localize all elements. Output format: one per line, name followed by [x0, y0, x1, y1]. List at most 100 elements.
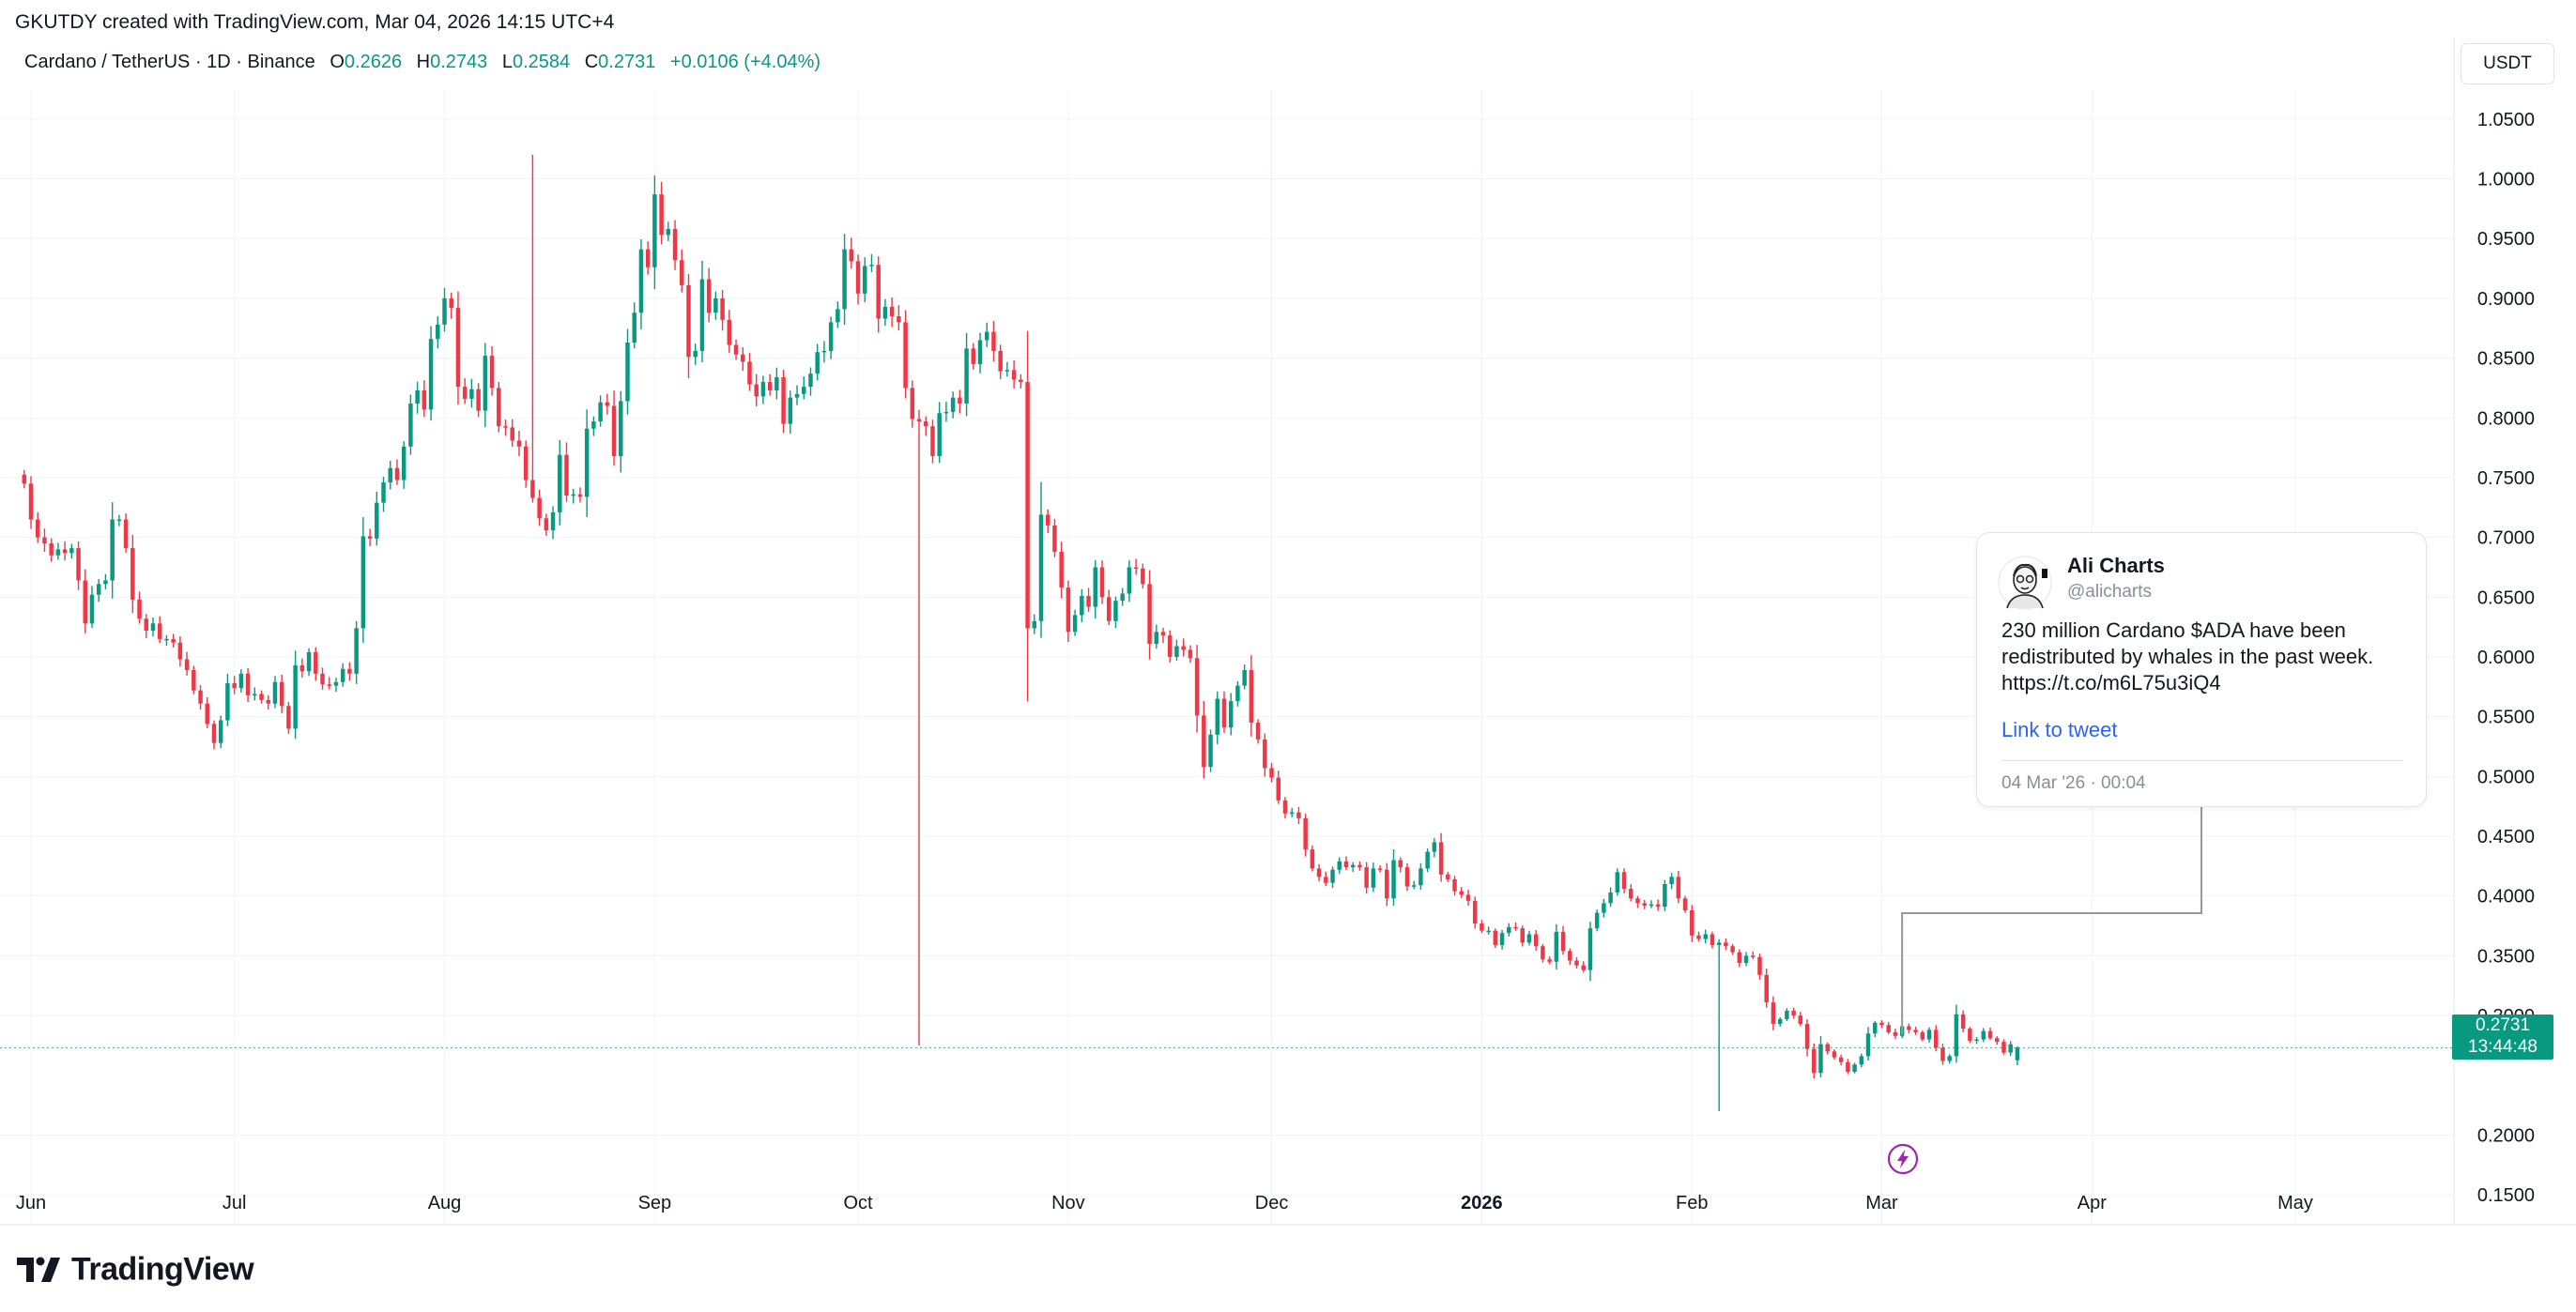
candle-body — [1716, 942, 1722, 945]
candle-body — [455, 308, 461, 388]
tweet-url[interactable]: https://t.co/m6L75u3iQ4 — [2001, 671, 2221, 694]
candle-body — [489, 356, 495, 389]
candle-body — [1648, 904, 1654, 907]
candle-body — [950, 397, 956, 412]
candle-body — [1710, 934, 1715, 945]
symbol-legend[interactable]: Cardano / TetherUS · 1D · Binance O0.262… — [24, 52, 820, 73]
candle-body — [347, 668, 352, 674]
candle-body — [232, 683, 237, 689]
candle-body — [1859, 1056, 1864, 1065]
candle-body — [910, 388, 915, 420]
candle-body — [184, 659, 190, 671]
candle-body — [1011, 370, 1017, 380]
candle-body — [1547, 959, 1552, 962]
candle-body — [354, 628, 359, 674]
candle-body — [1615, 872, 1620, 892]
candle-body — [1974, 1039, 1979, 1042]
candle-body — [436, 324, 440, 340]
candle-body — [171, 638, 176, 643]
candle-body — [1879, 1022, 1884, 1026]
candle-body — [760, 382, 766, 397]
price-tick-label: 1.0500 — [2477, 110, 2535, 130]
candle-body — [22, 474, 27, 484]
candle-body — [1303, 817, 1308, 850]
price-tick-label: 0.8000 — [2477, 408, 2535, 429]
tweet-card[interactable]: Ali Charts @alicharts 230 million Cardan… — [1976, 532, 2427, 807]
candle-body — [1235, 685, 1240, 702]
candle-body — [836, 309, 840, 323]
candle-body — [394, 467, 400, 481]
time-tick-label: Dec — [1255, 1193, 1289, 1213]
candle-body — [1642, 903, 1647, 906]
candle-body — [632, 313, 636, 343]
candle-body — [1113, 601, 1118, 621]
close-label: C — [584, 52, 599, 72]
candle-body — [1316, 868, 1322, 877]
candle-body — [253, 694, 257, 695]
candle-body — [157, 623, 162, 639]
candle-body — [1493, 930, 1498, 945]
candle-body — [218, 720, 223, 743]
tweet-author-handle[interactable]: @alicharts — [2067, 582, 2153, 602]
candle-body — [1188, 649, 1193, 659]
candle-body — [1249, 670, 1254, 724]
candle-body — [293, 664, 298, 729]
candle-body — [924, 421, 928, 427]
candle-body — [1520, 928, 1525, 943]
candle-body — [1846, 1061, 1850, 1072]
tradingview-logo[interactable]: TradingView — [17, 1250, 254, 1289]
price-tick-label: 0.1500 — [2477, 1185, 2535, 1206]
tweet-author-name[interactable]: Ali Charts — [2067, 554, 2165, 577]
candle-body — [537, 497, 542, 519]
candle-body — [442, 297, 447, 325]
candle-body — [2008, 1044, 2013, 1053]
symbol-title[interactable]: Cardano / TetherUS · 1D · Binance — [24, 52, 315, 72]
candle-body — [808, 374, 813, 388]
candle-body — [741, 354, 745, 362]
candle-body — [1757, 956, 1762, 975]
candle-body — [333, 681, 339, 686]
candle-body — [652, 194, 657, 267]
candle-body — [245, 673, 251, 695]
candle-body — [1418, 868, 1423, 886]
candle-body — [1045, 514, 1050, 526]
candle-body — [476, 389, 481, 411]
candle-body — [1968, 1029, 1972, 1041]
candle-body — [889, 306, 895, 316]
candle-body — [1296, 812, 1301, 818]
tweet-text-line: redistributed by whales in the past week… — [2001, 645, 2374, 668]
candle-body — [510, 427, 514, 441]
candle-body — [605, 402, 610, 406]
candle-body — [144, 618, 149, 631]
candle-body — [1167, 635, 1173, 657]
candle-body — [89, 594, 95, 624]
candle-body — [177, 642, 183, 660]
candle-body — [76, 548, 81, 581]
candle-body — [1086, 596, 1091, 607]
tweet-timestamp: 04 Mar '26 · 00:04 — [2001, 773, 2146, 793]
candle-body — [1310, 849, 1315, 869]
currency-selector[interactable]: USDT — [2461, 43, 2554, 84]
candle-body — [1568, 951, 1572, 961]
candle-body — [1411, 885, 1417, 887]
price-tick-label: 0.7500 — [2477, 468, 2535, 489]
candle-body — [1106, 597, 1112, 621]
time-tick-label: Mar — [1865, 1193, 1898, 1213]
candle-body — [286, 706, 291, 729]
candle-body — [1560, 931, 1566, 952]
candle-body — [1873, 1022, 1878, 1034]
candle-body — [1987, 1030, 1993, 1039]
candle-body — [314, 651, 318, 674]
candle-body — [462, 387, 468, 399]
candle-body — [774, 376, 779, 390]
candle-body — [930, 426, 935, 457]
candle-body — [483, 356, 488, 411]
candle-body — [781, 376, 786, 424]
lightning-event-icon[interactable] — [1887, 1143, 1919, 1175]
candle-body — [550, 511, 556, 530]
candle-body — [1785, 1011, 1789, 1019]
candle-body — [821, 350, 827, 353]
candle-body — [1920, 1031, 1925, 1040]
candle-body — [1452, 878, 1457, 892]
tweet-link[interactable]: Link to tweet — [2001, 718, 2118, 741]
